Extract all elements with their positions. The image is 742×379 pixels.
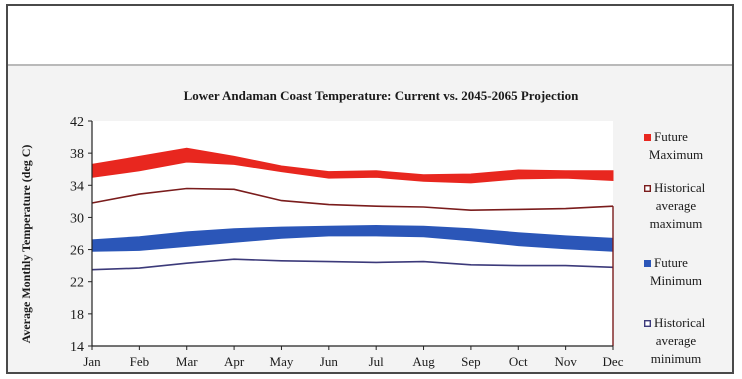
legend-marker-hollow [644, 319, 652, 327]
series-line-historical-average-maximum [91, 187, 614, 212]
series-band-future-maximum [91, 147, 614, 184]
x-tick-label: Jul [369, 354, 385, 369]
legend-entry: Future Minimum [644, 255, 702, 288]
legend-label: Future [654, 255, 688, 270]
blank-header-area [8, 6, 732, 64]
legend-label: Future [654, 129, 688, 144]
x-tick-label: Aug [412, 354, 435, 369]
y-tick-label: 22 [70, 276, 84, 291]
y-axis-label: Average Monthly Temperature (deg C) [19, 145, 33, 344]
chart-container: Lower Andaman Coast Temperature: Current… [8, 66, 732, 372]
x-tick-label: Feb [130, 354, 150, 369]
legend-label: average [656, 198, 697, 213]
x-tick-label: Mar [176, 354, 198, 369]
x-tick-label: Nov [554, 354, 577, 369]
y-tick-label: 18 [70, 308, 84, 323]
x-tick-label: Sep [461, 354, 481, 369]
legend-entry: Historical average maximum [644, 180, 706, 231]
legend-marker-hollow [644, 184, 652, 192]
screenshot-frame: Lower Andaman Coast Temperature: Current… [6, 4, 734, 374]
legend-label: Historical [654, 180, 706, 195]
header-divider [8, 64, 732, 66]
temperature-chart: Lower Andaman Coast Temperature: Current… [19, 88, 706, 369]
x-tick-label: Dec [603, 354, 624, 369]
legend-label: Maximum [649, 147, 703, 162]
x-tick-label: Jan [83, 354, 101, 369]
y-tick-label: 14 [70, 340, 84, 355]
legend-label: minimum [651, 351, 702, 366]
legend-entry: Future Maximum [644, 129, 703, 162]
series-line-historical-average-minimum [91, 258, 614, 271]
legend-label: Minimum [650, 273, 702, 288]
legend-marker-filled [644, 260, 651, 267]
y-tick-label: 30 [70, 211, 84, 226]
legend-label: average [656, 333, 697, 348]
legend-label: Historical [654, 315, 706, 330]
legend-marker-filled [644, 134, 651, 141]
x-tick-label: Apr [224, 354, 245, 369]
x-tick-label: Oct [509, 354, 528, 369]
plot-area: 14 18 22 26 30 34 38 42 Jan Feb Mar Apr May Jun Jul Aug… [70, 115, 624, 369]
y-tick-label: 26 [70, 244, 84, 259]
x-tick-label: Jun [320, 354, 339, 369]
legend-entry: Historical average minimum [644, 315, 706, 366]
y-tick-label: 38 [70, 147, 84, 162]
legend: Future Maximum Historical average maximum Fut… [644, 129, 706, 366]
legend-label: maximum [650, 216, 703, 231]
y-tick-label: 42 [70, 115, 84, 130]
chart-title: Lower Andaman Coast Temperature: Current… [184, 88, 580, 103]
y-tick-label: 34 [70, 179, 84, 194]
x-tick-label: May [270, 354, 294, 369]
